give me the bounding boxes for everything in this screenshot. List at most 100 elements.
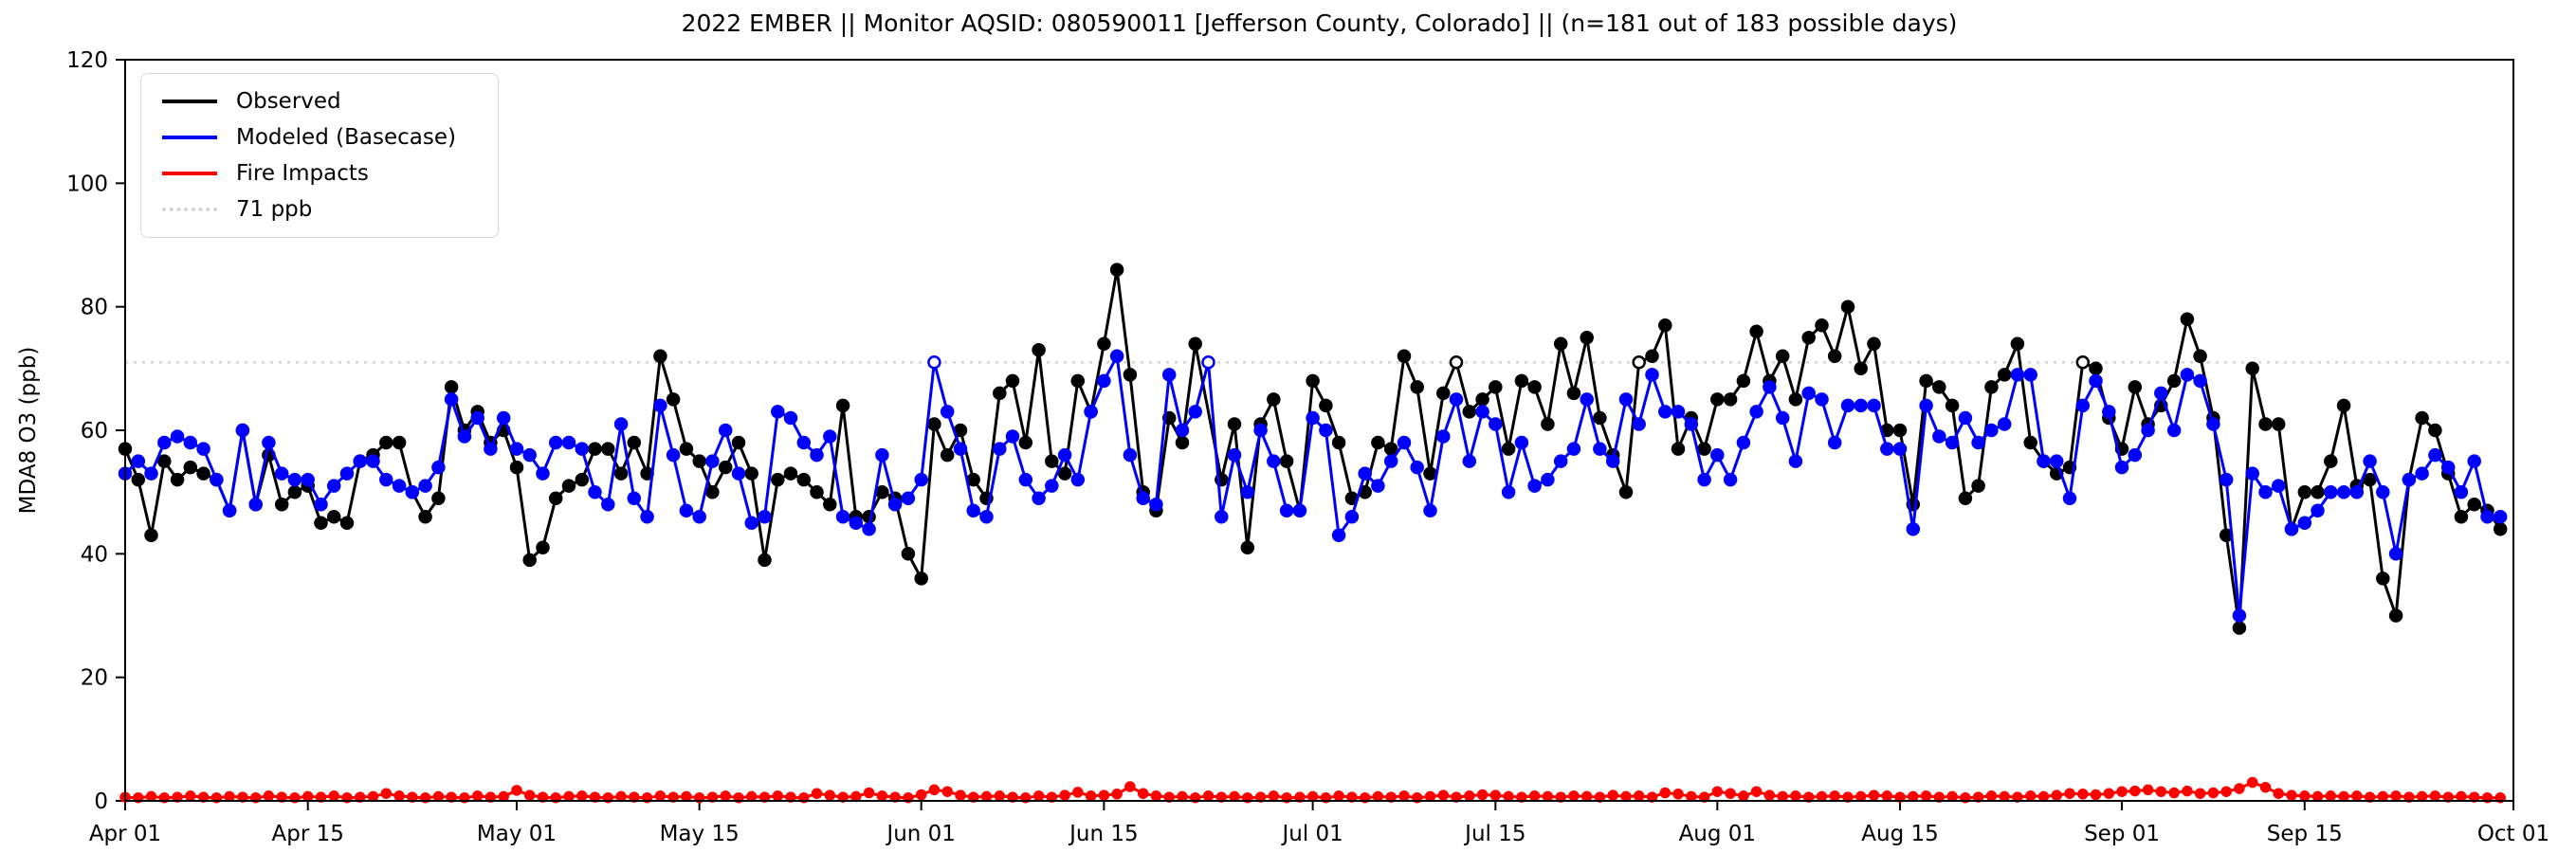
legend-swatch-icon xyxy=(162,136,217,139)
data-point xyxy=(2388,547,2403,561)
data-point xyxy=(367,790,379,803)
data-point xyxy=(249,791,262,804)
data-point xyxy=(2390,790,2402,802)
data-point xyxy=(379,472,393,487)
data-point xyxy=(1097,373,1111,389)
data-point xyxy=(196,466,210,481)
data-point xyxy=(771,405,785,419)
data-point xyxy=(1371,435,1385,450)
data-point xyxy=(561,435,576,450)
data-point xyxy=(1527,380,1542,394)
data-point xyxy=(2299,790,2311,802)
data-point xyxy=(979,509,994,524)
data-point xyxy=(392,479,407,493)
data-point xyxy=(927,355,941,370)
data-point xyxy=(901,547,916,561)
data-point xyxy=(1229,790,1240,803)
data-point xyxy=(1150,790,1162,802)
data-point xyxy=(705,484,720,499)
data-point xyxy=(2336,484,2351,499)
data-point xyxy=(2428,423,2442,438)
data-point xyxy=(2258,484,2273,499)
data-point xyxy=(953,442,968,456)
data-point xyxy=(875,447,889,463)
data-point xyxy=(796,435,812,450)
data-point xyxy=(1202,790,1215,802)
data-point xyxy=(1711,786,1724,797)
data-point xyxy=(2259,781,2272,793)
data-point xyxy=(654,790,667,802)
data-point xyxy=(1175,423,1190,438)
data-point xyxy=(720,790,731,802)
data-point xyxy=(1109,263,1124,277)
data-point xyxy=(2037,790,2050,803)
data-point xyxy=(1542,790,1554,803)
data-point xyxy=(627,491,642,505)
data-point xyxy=(2077,789,2089,800)
data-point xyxy=(705,454,720,468)
data-point xyxy=(339,466,355,481)
data-point xyxy=(1423,466,1437,481)
data-point xyxy=(326,509,341,524)
data-point xyxy=(1032,491,1046,505)
data-point xyxy=(1242,791,1253,804)
data-point xyxy=(1868,789,1880,801)
legend-label: 71 ppb xyxy=(236,197,313,222)
data-point xyxy=(1344,509,1360,524)
data-point xyxy=(328,790,339,802)
data-point xyxy=(563,790,575,803)
data-point xyxy=(366,454,380,468)
data-point xyxy=(301,790,314,803)
data-point xyxy=(2089,373,2103,389)
data-point xyxy=(1919,398,1933,413)
data-point xyxy=(144,466,158,481)
data-point xyxy=(2258,417,2273,431)
data-point xyxy=(314,497,328,512)
data-point xyxy=(393,790,405,802)
y-tick-label: 40 xyxy=(81,542,108,567)
data-point xyxy=(1070,472,1086,487)
data-point xyxy=(796,472,812,487)
data-point xyxy=(2089,361,2103,376)
data-point xyxy=(444,380,459,394)
data-point xyxy=(1710,447,1725,463)
data-point xyxy=(2180,368,2195,382)
data-point xyxy=(2232,608,2247,623)
data-point xyxy=(1279,503,1294,517)
data-point xyxy=(955,789,966,801)
data-point xyxy=(1281,791,1292,804)
data-point xyxy=(849,516,864,531)
data-point xyxy=(1618,484,1634,499)
data-point xyxy=(745,790,758,803)
data-point xyxy=(835,509,850,524)
data-point xyxy=(588,442,602,456)
data-point xyxy=(1371,479,1385,493)
data-point xyxy=(379,435,393,450)
data-point xyxy=(1527,479,1542,493)
data-point xyxy=(1815,318,1829,333)
data-point xyxy=(1867,398,1881,413)
data-point xyxy=(2010,336,2025,352)
data-point xyxy=(2062,491,2077,505)
data-point xyxy=(613,417,629,431)
data-point xyxy=(1775,349,1790,364)
data-point xyxy=(1854,361,1868,376)
data-point xyxy=(1005,429,1020,444)
data-point xyxy=(993,442,1007,456)
data-point xyxy=(1109,349,1124,364)
data-point xyxy=(1580,790,1593,803)
data-point xyxy=(1620,790,1632,803)
data-point xyxy=(679,503,694,517)
data-point xyxy=(2168,787,2180,799)
data-point xyxy=(1816,790,1828,803)
data-point xyxy=(339,516,355,531)
data-point xyxy=(1215,509,1229,524)
data-point xyxy=(2207,787,2220,799)
data-point xyxy=(1736,435,1751,450)
data-point xyxy=(2024,790,2037,802)
data-point xyxy=(2271,417,2286,431)
data-point xyxy=(2037,454,2051,468)
data-point xyxy=(2154,386,2168,401)
data-point xyxy=(2494,791,2506,804)
data-point xyxy=(2219,472,2234,487)
